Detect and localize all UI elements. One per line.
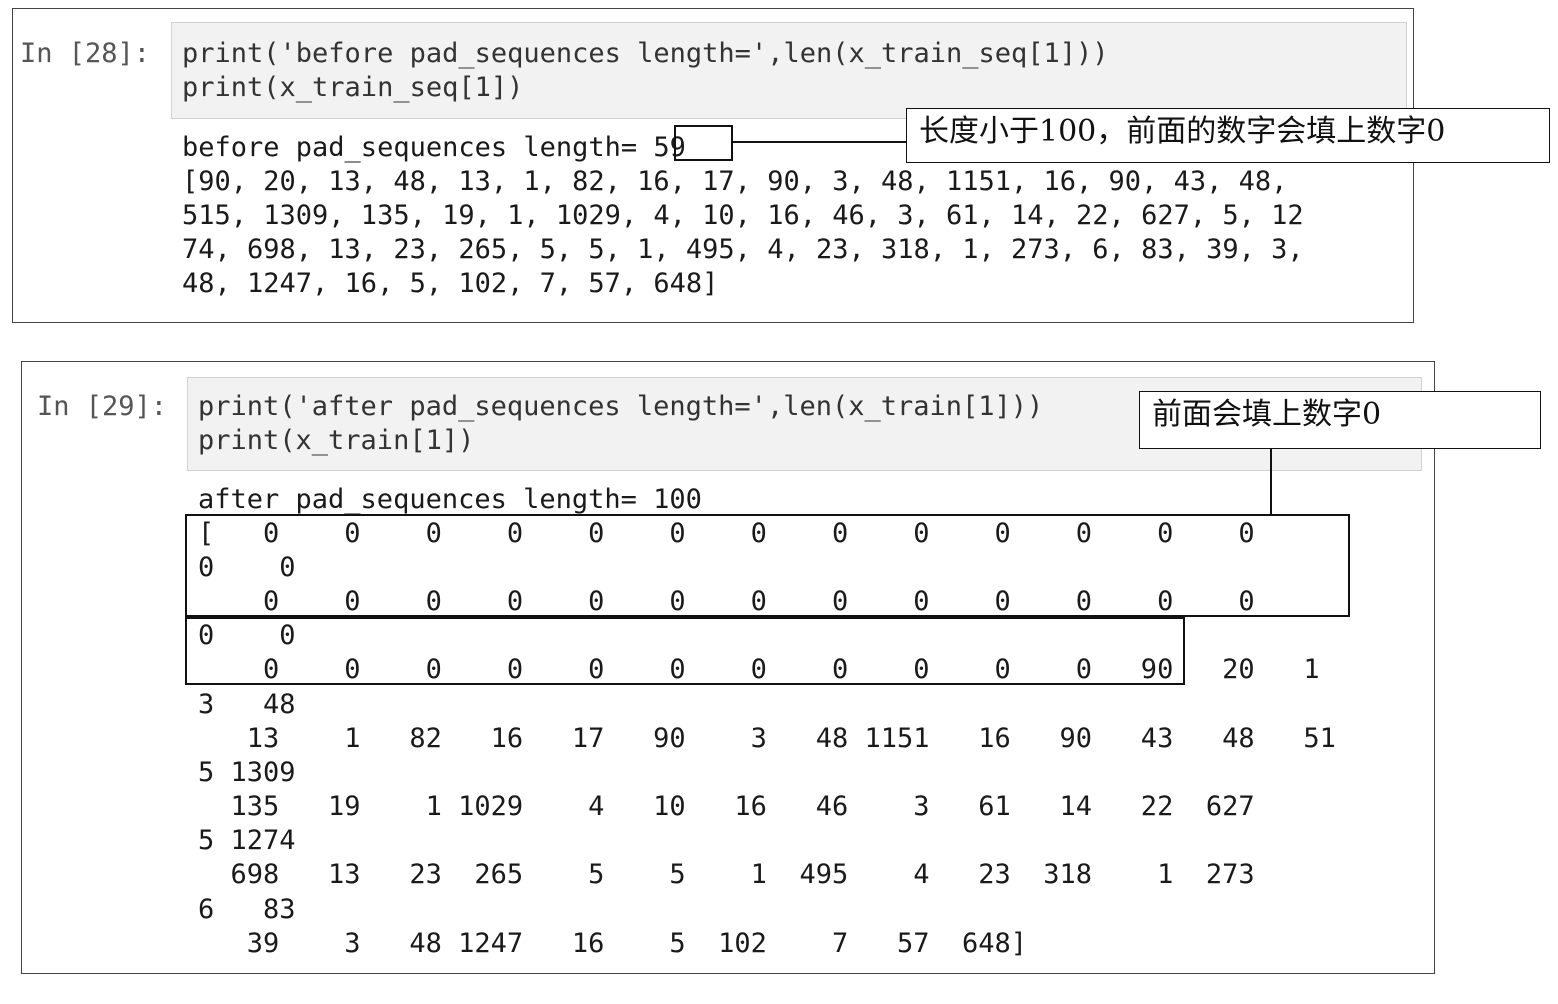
cell-29-output-line-3: 0 0	[198, 552, 296, 583]
cell-28-code-line-1: print('before pad_sequences length=',len…	[182, 38, 1109, 69]
cell-29-output-line-1: after pad_sequences length= 100	[198, 484, 702, 515]
cell-29-output-line-5: 0 0	[198, 620, 296, 651]
cell-29-output-line-11: 5 1274	[198, 825, 296, 856]
cell-28-code-input[interactable]	[171, 22, 1407, 119]
length-59-highlight	[674, 125, 733, 161]
zero-padding-highlight-2	[185, 617, 1185, 685]
cell-29-output-line-4: 0 0 0 0 0 0 0 0 0 0 0 0 0	[198, 586, 1255, 617]
cell-29-output-line-14: 39 3 48 1247 16 5 102 7 57 648]	[198, 928, 1028, 959]
callout-front-filled-with-zero: 前面会填上数字0	[1139, 391, 1541, 449]
cell-29-prompt: In [29]:	[37, 391, 168, 422]
cell-28-output-line-4: 74, 698, 13, 23, 265, 5, 5, 1, 495, 4, 2…	[182, 234, 1304, 265]
cell-29-output-line-10: 135 19 1 1029 4 10 16 46 3 61 14 22 627	[198, 791, 1255, 822]
callout-length-less-than-100: 长度小于100，前面的数字会填上数字0	[906, 108, 1550, 163]
cell-29-output-line-13: 6 83	[198, 894, 296, 925]
cell-28-output-line-2: [90, 20, 13, 48, 13, 1, 82, 16, 17, 90, …	[182, 166, 1288, 197]
callout-1-connector	[733, 141, 907, 143]
callout-2-connector	[1270, 448, 1272, 514]
cell-28-output-line-3: 515, 1309, 135, 19, 1, 1029, 4, 10, 16, …	[182, 200, 1304, 231]
cell-29-output-line-6: 0 0 0 0 0 0 0 0 0 0 0 90 20 1	[198, 654, 1320, 685]
cell-28-code-line-2: print(x_train_seq[1])	[182, 72, 524, 103]
cell-29-output-line-7: 3 48	[198, 689, 296, 720]
zero-padding-highlight-1	[185, 514, 1350, 617]
cell-28-output-line-5: 48, 1247, 16, 5, 102, 7, 57, 648]	[182, 268, 719, 299]
cell-29-output-line-2: [ 0 0 0 0 0 0 0 0 0 0 0 0 0	[198, 518, 1255, 549]
cell-29-code-line-1: print('after pad_sequences length=',len(…	[198, 391, 1044, 422]
cell-29-code-line-2: print(x_train[1])	[198, 425, 475, 456]
cell-28-output-line-1: before pad_sequences length= 59	[182, 132, 686, 163]
cell-28-prompt: In [28]:	[20, 38, 151, 69]
cell-29-output-line-12: 698 13 23 265 5 5 1 495 4 23 318 1 273	[198, 859, 1255, 890]
cell-29-output-line-9: 5 1309	[198, 757, 296, 788]
cell-29-output-line-8: 13 1 82 16 17 90 3 48 1151 16 90 43 48 5…	[198, 723, 1336, 754]
